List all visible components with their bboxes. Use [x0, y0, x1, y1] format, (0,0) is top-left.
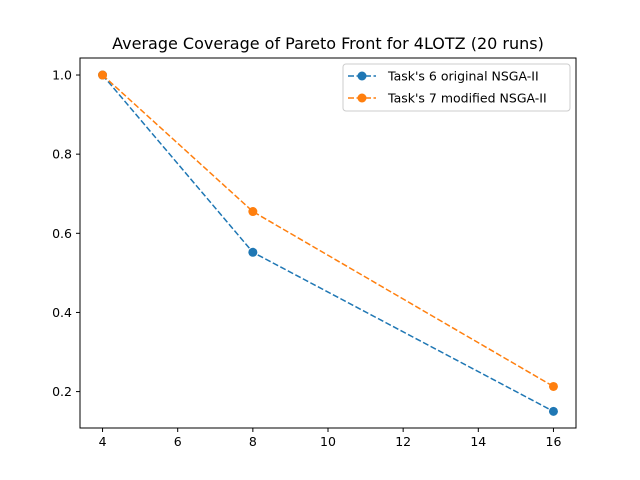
- x-tick-label: 6: [174, 434, 182, 449]
- y-tick-label: 0.4: [52, 305, 72, 320]
- y-tick-label: 1.0: [52, 68, 72, 83]
- plot-area: [98, 70, 558, 416]
- legend: Task's 6 original NSGA-II Task's 7 modifi…: [342, 63, 571, 112]
- data-point: [548, 406, 558, 416]
- y-tick-label: 0.6: [52, 226, 72, 241]
- legend-marker-2: [357, 93, 367, 103]
- series-line-2: [102, 74, 554, 388]
- x-tick-label: 8: [249, 434, 257, 449]
- x-tick-label: 10: [320, 434, 336, 449]
- chart-title: Average Coverage of Pareto Front for 4LO…: [112, 34, 544, 53]
- data-point: [248, 247, 258, 257]
- axes-frame: [79, 57, 577, 429]
- data-point: [248, 207, 258, 217]
- series-line-1: [101, 74, 554, 413]
- x-tick-label: 4: [99, 434, 107, 449]
- x-tick-label: 12: [395, 434, 411, 449]
- legend-marker-1: [357, 71, 367, 81]
- data-point: [98, 70, 108, 80]
- data-point: [548, 381, 558, 391]
- y-tick-label: 0.8: [52, 147, 72, 162]
- x-tick-label: 14: [470, 434, 486, 449]
- x-tick-label: 16: [546, 434, 562, 449]
- legend-label-2: Task's 7 modified NSGA-II: [387, 91, 547, 106]
- legend-box: [342, 63, 571, 112]
- y-tick-label: 0.2: [52, 384, 72, 399]
- legend-label-1: Task's 6 original NSGA-II: [387, 69, 539, 84]
- axis-ticks: 4 6 8 10 12 14 16 0.2 0.4 0.6 0.8 1.0: [52, 68, 561, 449]
